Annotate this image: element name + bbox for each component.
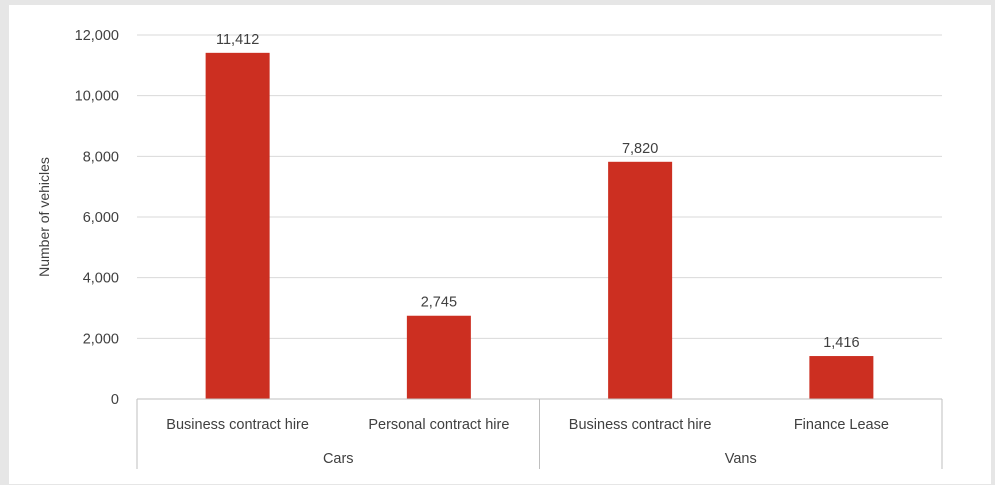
data-label: 7,820 xyxy=(622,141,658,157)
bar-chart: 0 2,000 4,000 6,000 8,000 10,000 12,000 11,412… xyxy=(9,5,991,484)
y-tick-label: 6,000 xyxy=(83,210,119,226)
y-tick-label: 2,000 xyxy=(83,331,119,347)
bar xyxy=(206,53,270,399)
chart-panel: 0 2,000 4,000 6,000 8,000 10,000 12,000 11,412… xyxy=(9,5,991,484)
x-tick-label: Finance Lease xyxy=(794,417,889,433)
x-tick-label: Personal contract hire xyxy=(368,417,509,433)
bars xyxy=(206,53,874,399)
data-label: 2,745 xyxy=(421,295,457,311)
bar xyxy=(608,162,672,399)
y-axis-title: Number of vehicles xyxy=(36,157,52,277)
y-tick-label: 8,000 xyxy=(83,149,119,165)
bar xyxy=(809,356,873,399)
data-labels: 11,412 2,745 7,820 1,416 xyxy=(216,32,860,351)
y-tick-label: 0 xyxy=(111,392,119,408)
x-group-label: Cars xyxy=(323,451,354,467)
y-axis-tick-labels: 0 2,000 4,000 6,000 8,000 10,000 12,000 xyxy=(75,28,119,408)
data-label: 11,412 xyxy=(216,32,259,48)
x-tick-label: Business contract hire xyxy=(166,417,309,433)
x-group-label: Vans xyxy=(725,451,757,467)
bar xyxy=(407,316,471,399)
x-tick-label: Business contract hire xyxy=(569,417,712,433)
data-label: 1,416 xyxy=(823,335,859,351)
y-tick-label: 10,000 xyxy=(75,89,119,105)
y-tick-label: 12,000 xyxy=(75,28,119,44)
x-axis: Business contract hire Personal contract … xyxy=(137,399,942,469)
y-tick-label: 4,000 xyxy=(83,271,119,287)
